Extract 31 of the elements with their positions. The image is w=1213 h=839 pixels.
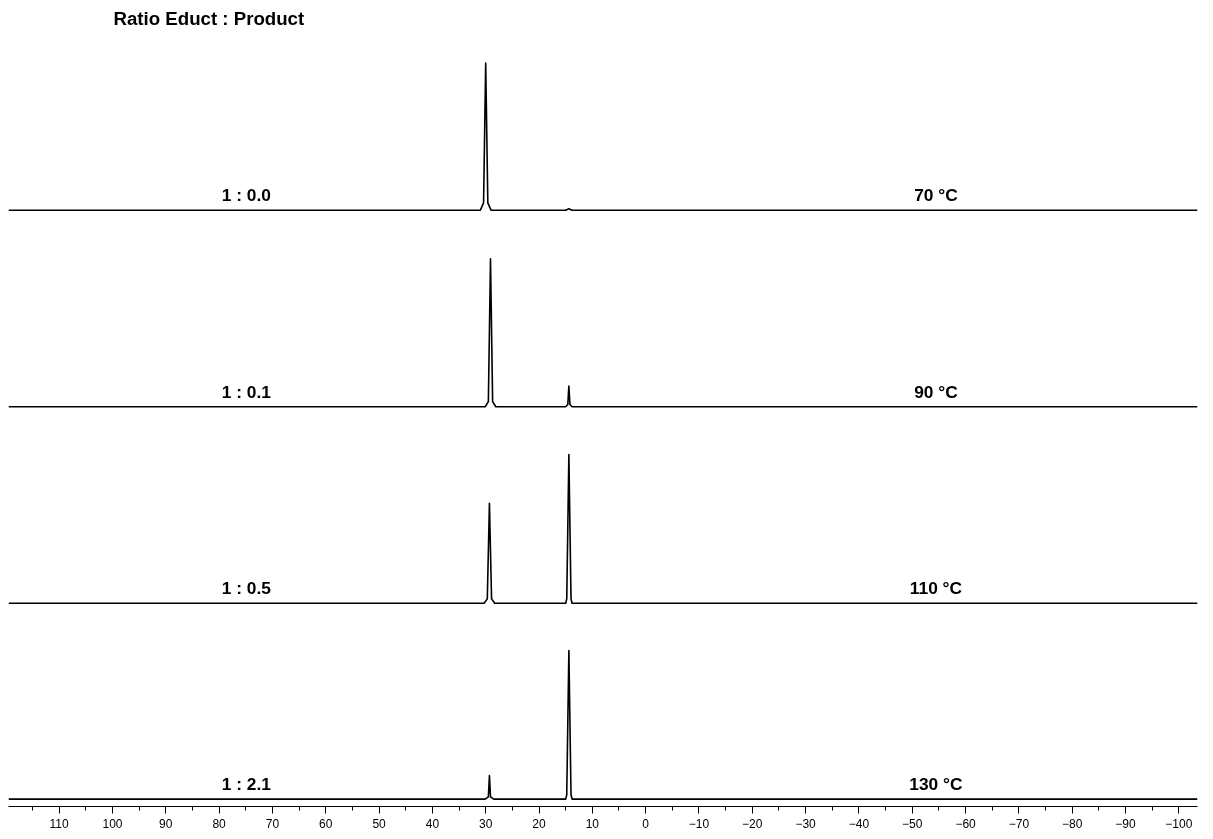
x-tick-label: −10: [688, 816, 710, 831]
annotation: 1 : 0.1: [221, 381, 272, 402]
annotation: 110 °C: [909, 578, 963, 599]
x-tick-label: −70: [1008, 816, 1030, 831]
x-tick-label: −50: [902, 816, 923, 831]
x-tick-label: −100: [1165, 816, 1193, 831]
x-tick-label: 70: [265, 816, 280, 831]
x-tick-label: −60: [955, 816, 977, 831]
x-tick-label: 0: [642, 816, 650, 831]
x-tick-label: 90: [159, 816, 173, 831]
annotation: 130 °C: [909, 774, 963, 795]
x-tick-label: −90: [1115, 816, 1137, 831]
annotation: 70 °C: [914, 185, 959, 206]
x-tick-label: 30: [479, 816, 493, 831]
annotation: 1 : 2.1: [221, 774, 272, 795]
x-tick-label: −40: [848, 816, 870, 831]
x-tick-label: −30: [795, 816, 817, 831]
annotation: 90 °C: [914, 381, 959, 402]
x-tick-label: −20: [742, 816, 763, 831]
x-tick-label: 100: [102, 816, 123, 831]
annotation: 1 : 0.5: [221, 578, 272, 599]
x-tick-label: 60: [319, 816, 333, 831]
x-tick-label: 50: [372, 816, 387, 831]
x-tick-label: 110: [49, 816, 70, 831]
x-tick-label: 20: [532, 816, 547, 831]
chart-title: Ratio Educt : Product: [113, 7, 305, 29]
x-tick-label: 40: [425, 816, 440, 831]
x-tick-label: 10: [585, 816, 600, 831]
x-tick-label: 80: [212, 816, 227, 831]
annotation: 1 : 0.0: [221, 185, 271, 206]
x-tick-label: −80: [1062, 816, 1083, 831]
